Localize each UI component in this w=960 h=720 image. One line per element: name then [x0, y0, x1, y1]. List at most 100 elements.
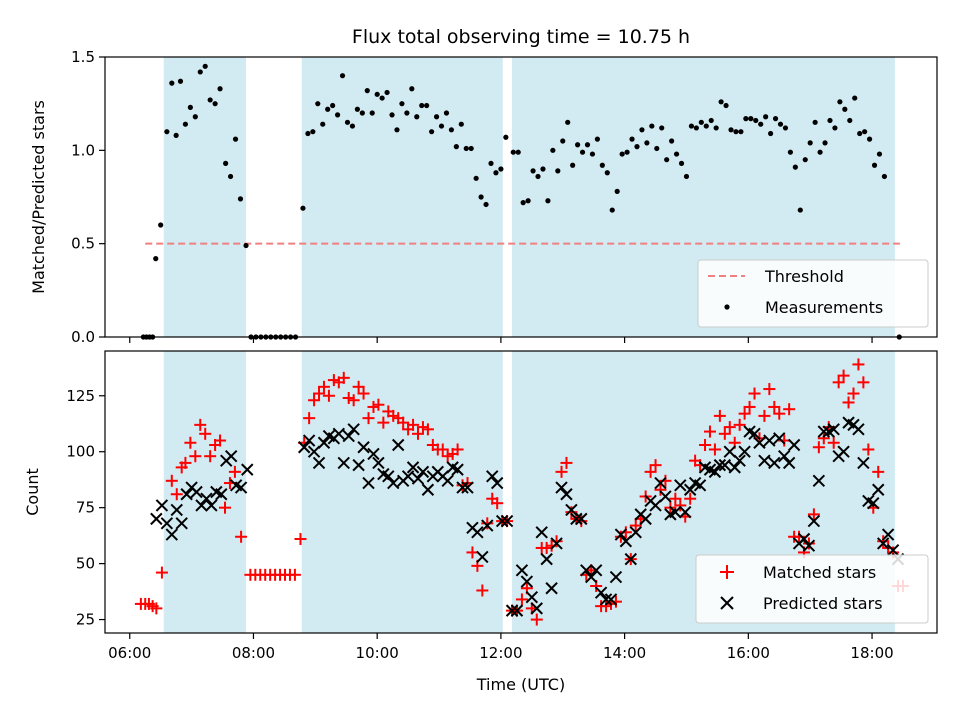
- predicted-star-point: [594, 586, 608, 599]
- predicted-star-point: [190, 485, 203, 499]
- measurement-point: [503, 134, 509, 140]
- predicted-star-point: [200, 492, 213, 505]
- matched-star-point: [674, 499, 687, 512]
- predicted-star-point: [639, 512, 652, 526]
- measurement-point: [807, 140, 813, 146]
- predicted-star-point: [674, 479, 687, 492]
- legend: Matched stars Predicted stars: [695, 554, 929, 624]
- matched-star-point: [219, 501, 232, 514]
- measurement-point: [164, 129, 170, 135]
- measurement-point: [787, 149, 793, 155]
- predicted-star-point: [555, 481, 568, 494]
- matched-star-point: [669, 492, 682, 505]
- matched-star-point: [560, 456, 573, 469]
- predicted-star-point: [530, 602, 543, 615]
- measurement-point: [604, 170, 610, 176]
- matched-star-point: [476, 584, 489, 597]
- legend-box: [697, 259, 929, 328]
- matched-star-point: [347, 394, 360, 407]
- predicted-star-point: [881, 528, 895, 541]
- matched-star-point: [723, 421, 736, 434]
- matched-star-point: [214, 434, 227, 447]
- matched-star-point: [703, 425, 716, 438]
- measurement-point: [515, 149, 521, 155]
- predicted-star-point: [540, 552, 553, 566]
- y-axis-ticks: 25 50 75 100 125: [66, 387, 105, 629]
- measurement-point: [320, 121, 326, 127]
- plot-frame: [104, 350, 938, 634]
- measurement-point: [192, 114, 198, 120]
- predicted-star-point: [713, 458, 727, 472]
- measurement-point: [409, 86, 415, 92]
- measurement-point: [458, 121, 464, 127]
- matched-star-point: [817, 432, 830, 445]
- legend: Threshold Measurements: [697, 259, 929, 328]
- matched-star-point: [194, 418, 207, 431]
- predicted-star-point: [175, 517, 188, 530]
- matched-star-point: [872, 465, 885, 478]
- measurement-point: [857, 130, 863, 137]
- matched-star-point: [832, 376, 845, 389]
- measurement-point: [535, 173, 541, 180]
- predicted-star-point: [332, 427, 346, 441]
- predicted-star-point: [565, 503, 578, 517]
- matched-star-point: [362, 412, 375, 425]
- measurement-point: [187, 104, 193, 110]
- predicted-star-point: [693, 479, 707, 492]
- measurement-point: [703, 123, 709, 129]
- measurement-point: [545, 198, 551, 204]
- matched-star-point: [308, 394, 321, 407]
- predicted-star-point: [347, 423, 360, 436]
- predicted-star-point: [406, 461, 420, 474]
- predicted-star-point: [619, 535, 633, 548]
- predicted-star-point: [367, 447, 380, 461]
- predicted-star-point: [802, 539, 816, 552]
- matched-star-point: [550, 535, 563, 548]
- measurement-point: [414, 114, 420, 120]
- matched-star-point: [322, 389, 335, 402]
- predicted-star-point: [362, 476, 375, 490]
- legend-box: [695, 554, 929, 624]
- measurement-point: [570, 162, 576, 168]
- measurement-point: [217, 86, 223, 92]
- measurement-point: [510, 149, 516, 155]
- measurement-point: [300, 205, 306, 211]
- predicted-star-point: [515, 564, 529, 577]
- measurement-point: [673, 151, 680, 157]
- matched-star-point: [773, 407, 786, 420]
- measurement-point: [753, 117, 759, 124]
- predicted-star-point: [763, 434, 776, 447]
- measurement-point: [453, 144, 459, 150]
- measurement-point: [463, 145, 469, 152]
- predicted-star-point: [599, 593, 613, 606]
- predicted-star-point: [302, 434, 316, 447]
- measurement-point: [575, 142, 581, 148]
- predicted-star-point: [718, 458, 732, 472]
- x-axis-ticks: [129, 337, 873, 343]
- matched-star-point: [857, 376, 870, 389]
- measurement-point: [619, 151, 625, 157]
- matched-star-point: [743, 400, 756, 413]
- predicted-star-point: [312, 456, 326, 470]
- matched-star-point: [357, 387, 370, 400]
- predicted-star-point: [575, 512, 588, 526]
- measurement-point: [243, 242, 249, 249]
- measurement-point: [310, 129, 316, 135]
- measurement-point: [177, 78, 184, 84]
- measurement-point: [837, 99, 843, 105]
- matched-star-point: [372, 398, 385, 411]
- predicted-star-point: [867, 496, 880, 510]
- predicted-star-point: [180, 488, 193, 501]
- predicted-star-point: [382, 470, 395, 483]
- measurement-point: [389, 112, 395, 118]
- measurement-point: [782, 125, 789, 131]
- predicted-star-point: [337, 456, 350, 470]
- legend-threshold-label: Threshold: [764, 267, 844, 286]
- matched-star-point: [466, 546, 479, 559]
- measurement-point: [207, 97, 213, 103]
- matched-star-point: [313, 387, 326, 400]
- predicted-star-point: [165, 528, 179, 541]
- y-axis-ticks: 0.0 0.5 1.0 1.5: [71, 48, 105, 346]
- measurement-point: [498, 166, 504, 172]
